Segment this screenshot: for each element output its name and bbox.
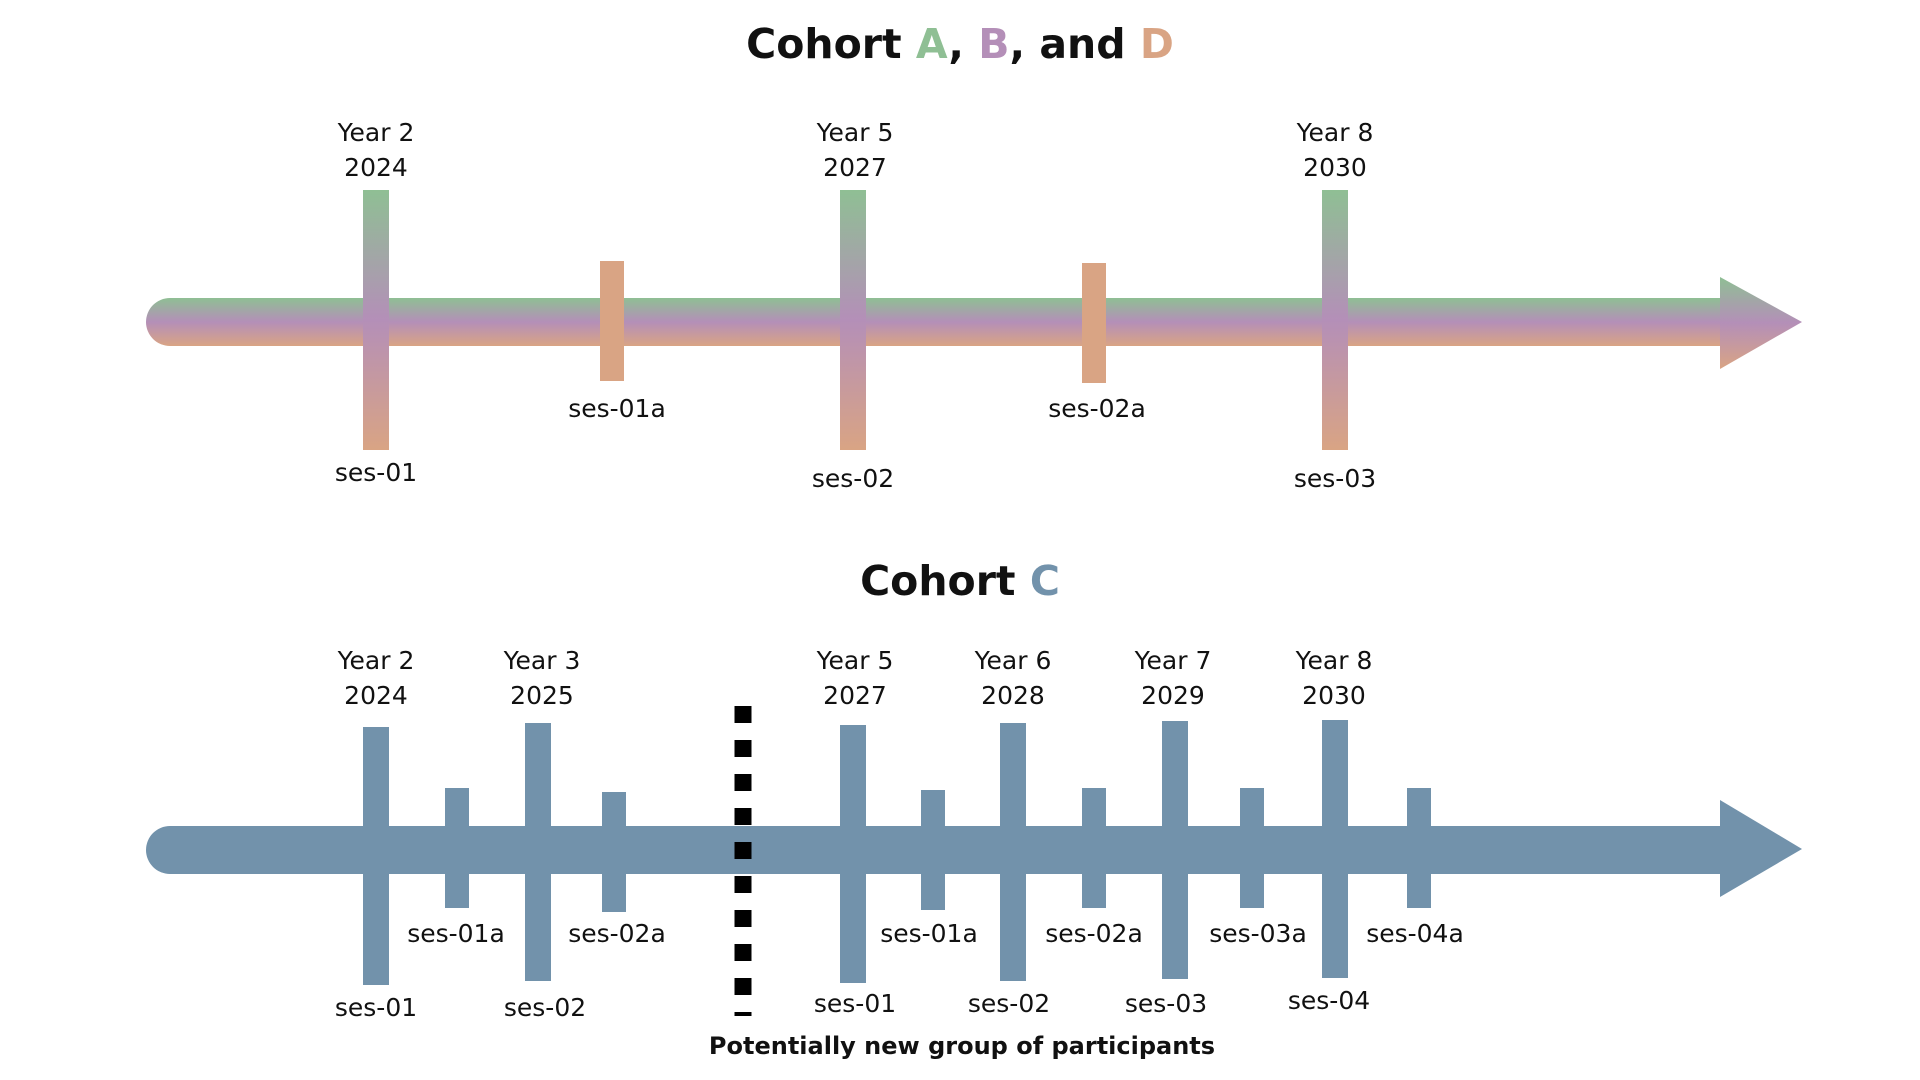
date-text: 2029 <box>1141 681 1205 710</box>
year-label: Year 8 2030 <box>1297 115 1374 185</box>
bottom-timeline-arrow <box>146 800 1802 897</box>
year-text: Year 8 <box>1296 118 1374 147</box>
year-label: Year 7 2029 <box>1135 643 1212 713</box>
year-marker <box>1000 723 1026 981</box>
year-marker <box>840 725 866 983</box>
interim-marker <box>921 790 945 910</box>
session-label: ses-02a <box>1048 394 1146 423</box>
date-text: 2027 <box>823 681 887 710</box>
interim-marker <box>1082 788 1106 908</box>
year-label: Year 2 2024 <box>338 643 415 713</box>
year-text: Year 5 <box>816 646 894 675</box>
cohort-d-letter: D <box>1139 20 1174 68</box>
top-timeline-arrow <box>146 277 1802 369</box>
year-text: Year 5 <box>816 118 894 147</box>
year-label: Year 5 2027 <box>817 115 894 185</box>
date-text: 2024 <box>344 681 408 710</box>
cohort-b-letter: B <box>978 20 1010 68</box>
interim-marker <box>1082 263 1106 383</box>
session-label: ses-02 <box>811 464 895 493</box>
session-label: ses-04a <box>1366 919 1464 948</box>
year-label: Year 2 2024 <box>338 115 415 185</box>
session-label: ses-01 <box>813 989 897 1018</box>
title-prefix: Cohort <box>746 20 916 68</box>
session-label: ses-04 <box>1287 986 1371 1015</box>
date-text: 2024 <box>344 153 408 182</box>
session-label: ses-01a <box>568 394 666 423</box>
interim-marker <box>1407 788 1431 908</box>
year-marker <box>1162 721 1188 979</box>
session-label: ses-03 <box>1293 464 1377 493</box>
year-marker <box>840 190 866 450</box>
session-label: ses-03a <box>1209 919 1307 948</box>
date-text: 2030 <box>1302 681 1366 710</box>
interim-marker <box>600 261 624 381</box>
year-marker <box>1322 720 1348 978</box>
date-text: 2027 <box>823 153 887 182</box>
title-separator: , and <box>1009 20 1140 68</box>
session-label: ses-03 <box>1124 989 1208 1018</box>
interim-marker <box>602 792 626 912</box>
year-label: Year 5 2027 <box>817 643 894 713</box>
session-label: ses-02a <box>1045 919 1143 948</box>
year-marker <box>363 190 389 450</box>
year-label: Year 8 2030 <box>1296 643 1373 713</box>
date-text: 2025 <box>510 681 574 710</box>
year-text: Year 8 <box>1295 646 1373 675</box>
year-text: Year 6 <box>974 646 1052 675</box>
cohort-c-letter: C <box>1029 557 1060 605</box>
session-label: ses-01a <box>880 919 978 948</box>
session-label: ses-02 <box>967 989 1051 1018</box>
year-marker <box>1322 190 1348 450</box>
year-marker <box>363 727 389 985</box>
session-label: ses-01 <box>334 458 418 487</box>
title-prefix: Cohort <box>860 557 1030 605</box>
title-separator: , <box>948 20 979 68</box>
cohort-c-title: Cohort C <box>0 557 1920 605</box>
year-text: Year 2 <box>337 646 415 675</box>
session-label: ses-02a <box>568 919 666 948</box>
date-text: 2030 <box>1303 153 1367 182</box>
year-label: Year 3 2025 <box>504 643 581 713</box>
year-text: Year 2 <box>337 118 415 147</box>
date-text: 2028 <box>981 681 1045 710</box>
session-label: ses-01a <box>407 919 505 948</box>
year-marker <box>525 723 551 981</box>
divider-note: Potentially new group of participants <box>708 1032 1216 1060</box>
interim-marker <box>445 788 469 908</box>
cohort-a-letter: A <box>915 20 949 68</box>
session-label: ses-01 <box>334 993 418 1022</box>
year-text: Year 7 <box>1134 646 1212 675</box>
interim-marker <box>1240 788 1264 908</box>
year-text: Year 3 <box>503 646 581 675</box>
cohort-abd-title: Cohort A, B, and D <box>0 20 1920 68</box>
year-label: Year 6 2028 <box>975 643 1052 713</box>
session-label: ses-02 <box>503 993 587 1022</box>
